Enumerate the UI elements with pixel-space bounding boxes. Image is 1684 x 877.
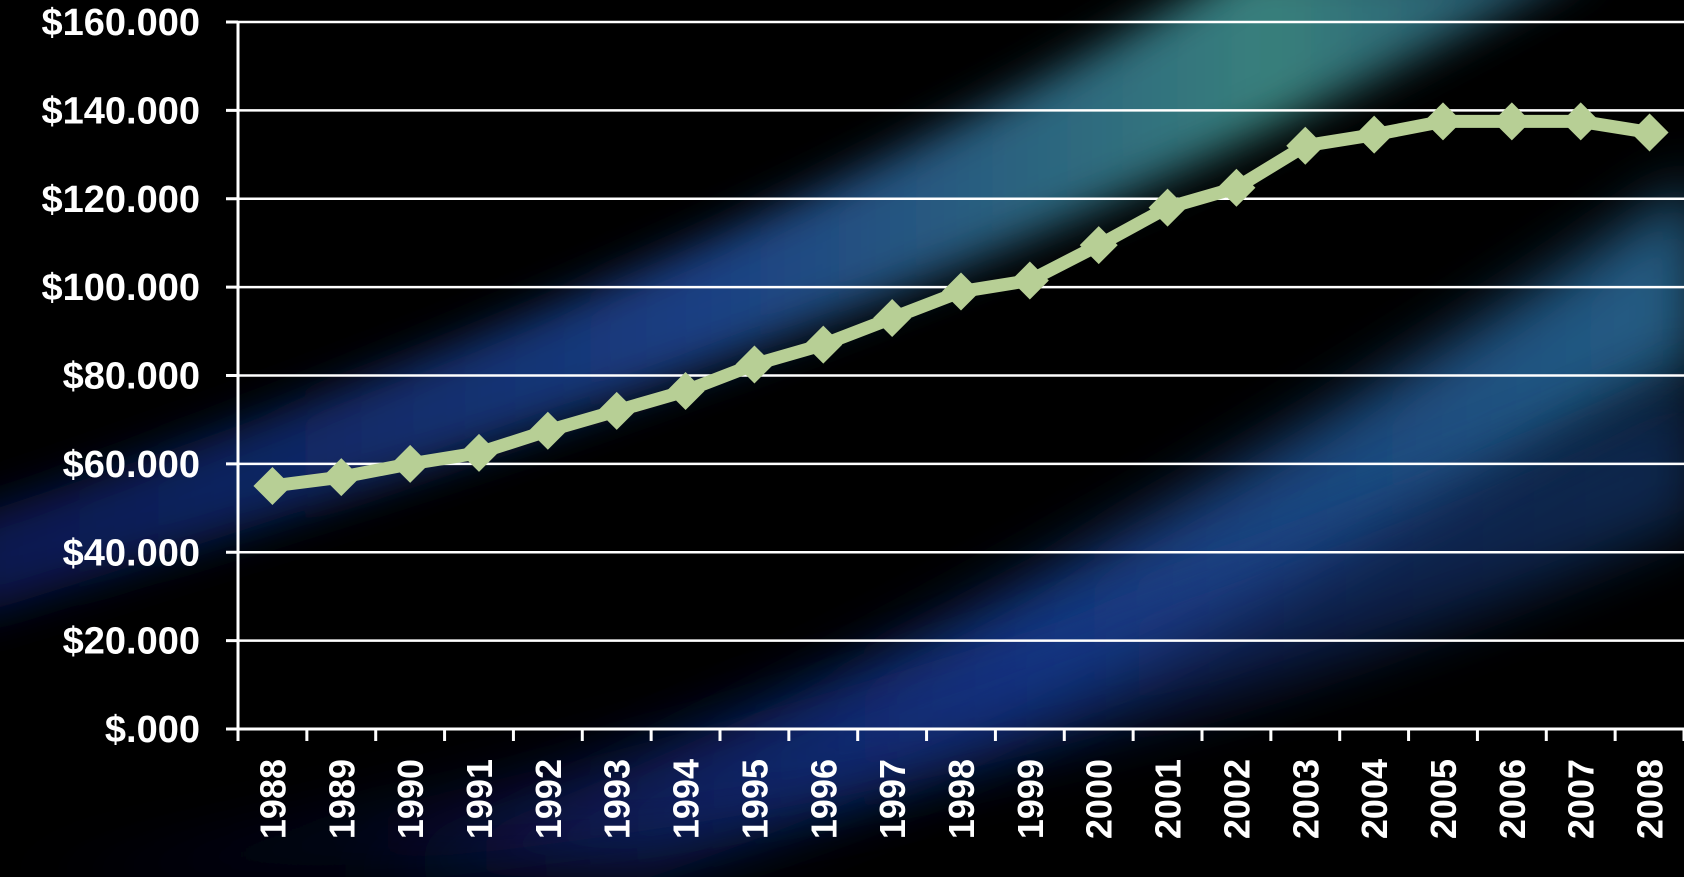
x-tick-label: 2007 <box>1561 759 1602 839</box>
y-tick-label: $60.000 <box>63 444 200 486</box>
x-tick-label: 2001 <box>1148 759 1189 839</box>
data-point-marker <box>873 299 912 338</box>
series-group <box>253 102 1669 505</box>
x-axis-tick-labels: 1988 1989 1990 1991 1992 1993 1994 1995 1996 1997… <box>252 759 1670 839</box>
data-point-marker <box>1217 168 1256 207</box>
data-point-marker <box>804 325 843 364</box>
y-tick-label: $.000 <box>105 709 200 751</box>
x-tick-label: 1996 <box>803 759 844 839</box>
x-tick-label: 2004 <box>1354 759 1395 839</box>
x-tick-label: 1988 <box>252 759 293 839</box>
x-tick-label: 1999 <box>1010 759 1051 839</box>
y-tick-label: $40.000 <box>63 532 200 574</box>
y-tick-label: $80.000 <box>63 356 200 398</box>
y-tick-label: $20.000 <box>63 621 200 663</box>
decor-band-lower <box>0 386 1684 877</box>
x-tick-label: 1989 <box>321 759 362 839</box>
y-tick-label: $160.000 <box>42 2 201 44</box>
y-tick-label: $120.000 <box>42 179 201 221</box>
x-tick-label: 1990 <box>390 759 431 839</box>
data-point-marker <box>1355 115 1394 154</box>
data-point-marker <box>391 444 430 483</box>
data-point-marker <box>528 411 567 450</box>
data-point-marker <box>1492 102 1531 141</box>
data-point-marker <box>735 345 774 384</box>
x-tick-label: 1993 <box>597 759 638 839</box>
x-tick-label: 1998 <box>941 759 982 839</box>
data-point-marker <box>1010 261 1049 300</box>
data-point-marker <box>1286 126 1325 165</box>
data-point-marker <box>666 371 705 410</box>
y-axis-tick-labels: $.000 $20.000 $40.000 $60.000 $80.000 $100.00… <box>42 2 201 751</box>
data-point-marker <box>460 433 498 472</box>
y-tick-label: $140.000 <box>42 90 201 132</box>
x-tick-label: 1992 <box>528 759 569 839</box>
data-point-marker <box>253 466 292 505</box>
x-tick-label: 2005 <box>1423 759 1464 839</box>
data-point-marker <box>942 272 980 311</box>
x-tick-label: 2000 <box>1079 759 1120 839</box>
x-tick-label: 1991 <box>459 759 500 839</box>
data-point-marker <box>1424 102 1462 141</box>
x-tick-label: 1997 <box>872 759 913 839</box>
data-point-marker <box>1561 102 1600 141</box>
decor-band-upper <box>0 0 1525 608</box>
x-tick-label: 1995 <box>734 759 775 839</box>
x-tick-label: 1994 <box>666 759 707 839</box>
data-point-marker <box>322 458 361 497</box>
data-point-marker <box>1079 226 1118 265</box>
data-point-marker <box>597 391 636 430</box>
axes <box>226 20 1684 741</box>
x-tick-label: 2002 <box>1216 759 1257 839</box>
x-tick-label: 2008 <box>1630 759 1671 839</box>
x-tick-label: 2003 <box>1285 759 1326 839</box>
x-tick-label: 2006 <box>1492 759 1533 839</box>
data-point-marker <box>1148 188 1187 227</box>
data-point-marker <box>1630 113 1669 152</box>
y-tick-label: $100.000 <box>42 267 201 309</box>
